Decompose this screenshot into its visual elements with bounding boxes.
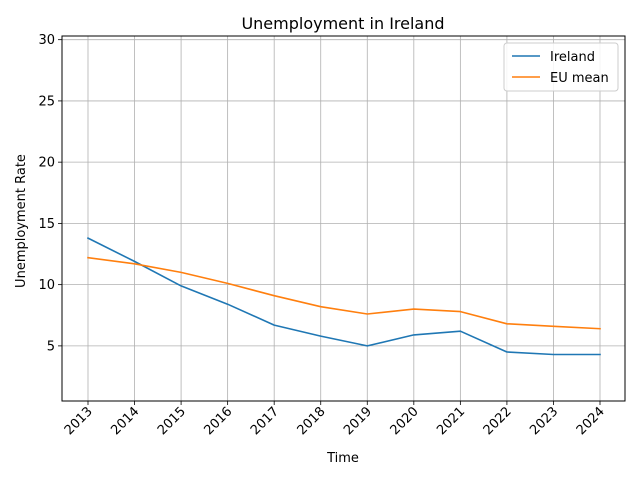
x-tick-label: 2016 [201, 404, 235, 438]
y-tick-label: 20 [38, 156, 55, 171]
plot-area [61, 35, 626, 402]
legend-label: EU mean [550, 71, 609, 86]
legend: Ireland EU mean [503, 42, 619, 92]
grid [62, 36, 625, 401]
x-tick-label: 2014 [108, 404, 142, 438]
x-tick-label: 2022 [481, 404, 515, 438]
series-line-eu-mean [87, 256, 601, 330]
x-axis-label: Time [326, 451, 359, 466]
x-tick-label: 2024 [574, 404, 608, 438]
y-tick-label: 25 [38, 94, 55, 109]
y-tick-label: 5 [47, 339, 55, 354]
x-tick-label: 2018 [295, 404, 329, 438]
series-lines [86, 237, 601, 356]
x-tick-label: 2019 [341, 404, 375, 438]
series-line-ireland [86, 237, 601, 356]
legend-label: Ireland [550, 50, 595, 65]
x-tick-label: 2021 [434, 404, 468, 438]
chart-title: Unemployment in Ireland [241, 14, 444, 33]
x-tick-label: 2015 [155, 404, 189, 438]
y-tick-label: 10 [38, 278, 55, 293]
x-tick-label: 2013 [62, 404, 96, 438]
y-tick-label: 15 [38, 217, 55, 232]
x-tick-label: 2020 [388, 404, 422, 438]
y-axis-label: Unemployment Rate [14, 154, 29, 288]
x-tick-label: 2023 [527, 404, 561, 438]
y-axis-ticks: 5 10 15 20 25 30 [38, 33, 62, 354]
x-axis-ticks: 2013 2014 2015 2016 2017 2018 2019 2020 2021 2022… [62, 401, 608, 438]
legend-box [503, 42, 619, 92]
x-tick-label: 2017 [248, 404, 282, 438]
y-tick-label: 30 [38, 33, 55, 48]
